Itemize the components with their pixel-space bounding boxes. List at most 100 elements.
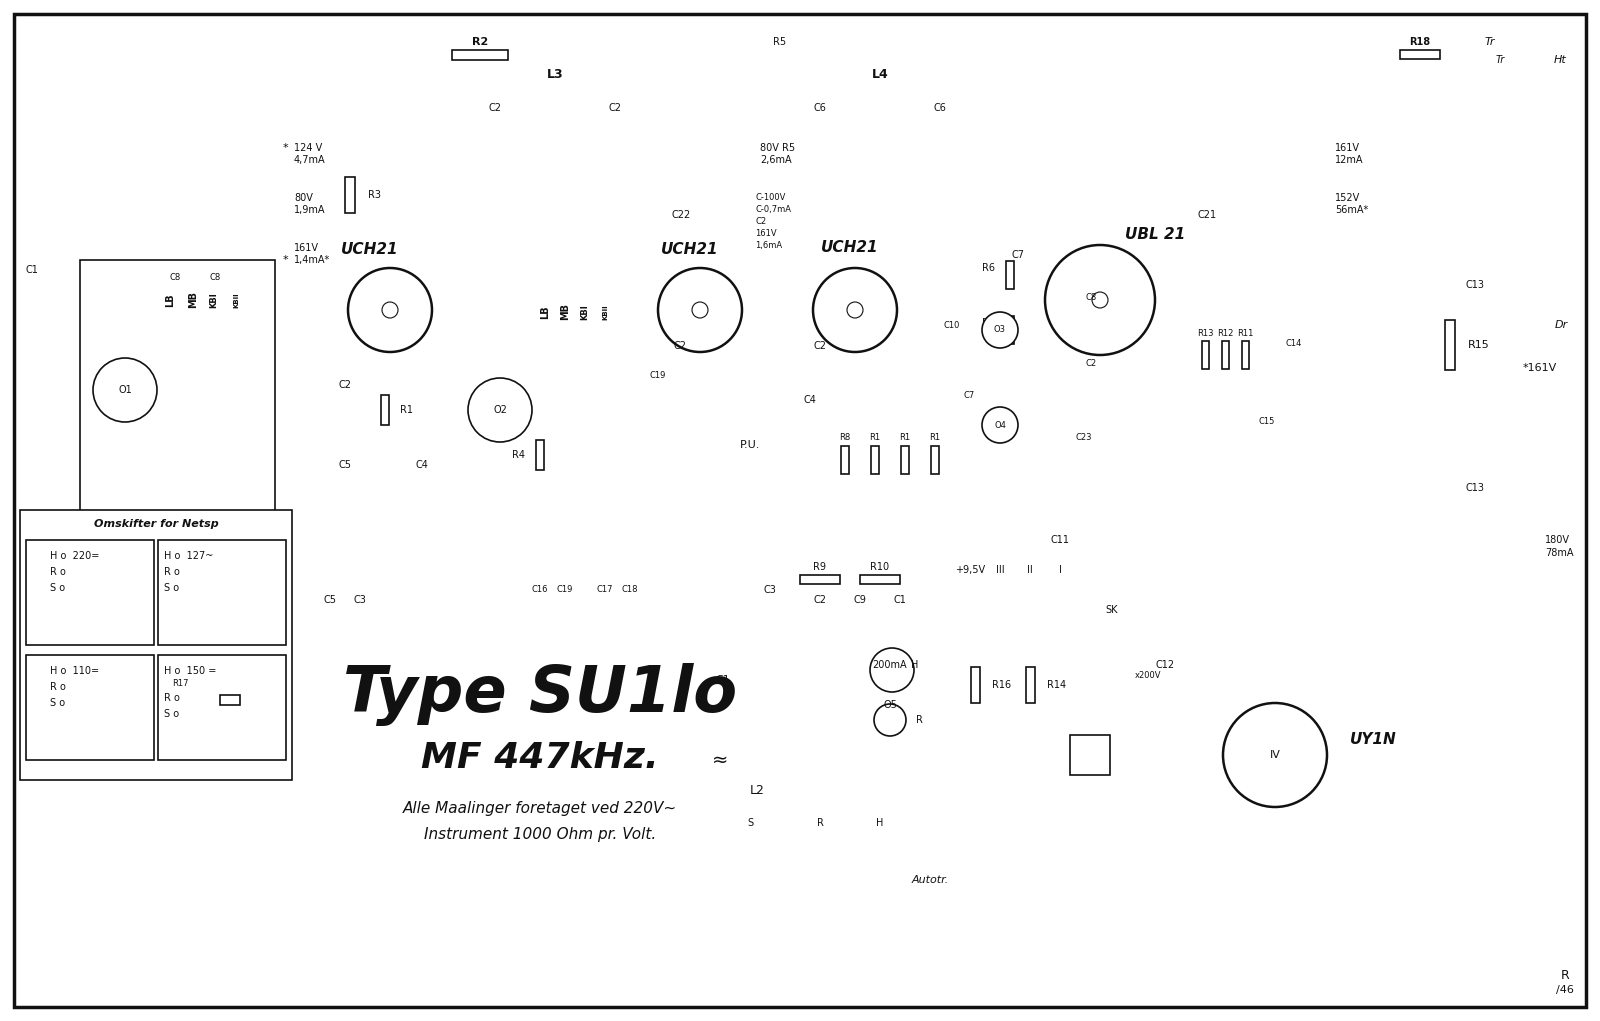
Text: R: R [915,715,923,725]
Circle shape [282,617,288,624]
Bar [1202,341,1208,369]
Text: C16: C16 [531,585,549,594]
Text: 1,4mA*: 1,4mA* [294,255,330,265]
Text: MF 447kHz.: MF 447kHz. [421,741,659,775]
Text: O3: O3 [994,326,1006,335]
Text: C7: C7 [963,390,974,399]
Text: C-0,7mA: C-0,7mA [755,205,790,214]
Text: C12: C12 [1155,660,1174,670]
Text: LB: LB [165,293,174,307]
Text: 1,9mA: 1,9mA [294,205,325,215]
Text: UCH21: UCH21 [341,243,398,257]
Bar [861,576,899,584]
Bar [1006,317,1014,344]
Circle shape [1267,51,1274,58]
Text: O1: O1 [118,385,131,395]
Bar [346,177,355,213]
Text: R9: R9 [813,562,827,572]
Text: L4: L4 [872,68,888,82]
Circle shape [472,51,478,58]
Text: C5: C5 [323,595,336,605]
Text: C19: C19 [197,566,213,575]
Text: C10: C10 [944,321,960,330]
Text: R17: R17 [173,679,189,687]
Text: SK: SK [1106,605,1117,615]
Bar [1006,261,1014,289]
Circle shape [797,51,803,58]
Circle shape [696,617,704,624]
Text: C15: C15 [1259,418,1275,427]
Text: H o  220=: H o 220= [50,551,99,561]
Text: ≈: ≈ [712,750,728,770]
Text: C2: C2 [1085,358,1096,368]
Text: C1: C1 [893,595,907,605]
Bar [1242,341,1248,369]
Text: C20: C20 [155,566,171,575]
Circle shape [347,256,354,263]
Circle shape [957,51,963,58]
Bar [221,695,240,704]
Text: C4: C4 [803,395,816,405]
Text: R: R [816,818,824,828]
Circle shape [1526,51,1533,58]
Text: P.U.: P.U. [739,440,760,450]
Circle shape [696,51,704,58]
Text: 200mA: 200mA [872,660,907,670]
Text: C2: C2 [813,595,827,605]
Text: MB: MB [189,292,198,308]
Text: Type SU1lo: Type SU1lo [342,664,738,727]
Text: H: H [912,660,918,670]
Text: L2: L2 [750,783,765,796]
Text: *161V: *161V [1523,363,1557,373]
Text: R1: R1 [400,405,413,415]
Text: C2: C2 [674,341,686,351]
Circle shape [982,312,1018,348]
Text: *: * [282,143,288,153]
Text: Omskifter for Netsp: Omskifter for Netsp [94,519,218,529]
Text: H o  127~: H o 127~ [165,551,213,561]
Text: O4: O4 [994,421,1006,430]
Circle shape [851,617,859,624]
Text: KBII: KBII [234,292,238,307]
Text: 80V: 80V [294,193,314,203]
Text: 152V: 152V [1334,193,1360,203]
Text: +9,5V: +9,5V [955,565,986,575]
Text: S o: S o [165,583,179,593]
Text: R: R [1560,969,1570,981]
Circle shape [856,51,864,58]
Circle shape [747,577,754,583]
Text: 80V R5: 80V R5 [760,143,795,153]
Circle shape [282,145,288,151]
Text: LB: LB [541,305,550,319]
Text: I: I [1059,565,1061,575]
Text: C19: C19 [178,566,194,575]
Text: R4: R4 [512,450,525,460]
Bar [80,260,275,540]
Bar [1400,50,1440,59]
Text: C13: C13 [1466,483,1485,493]
Text: KBII: KBII [602,304,608,320]
Text: S o: S o [50,698,66,708]
Circle shape [632,51,638,58]
Text: Tr: Tr [1485,37,1496,47]
Text: UBL 21: UBL 21 [1125,228,1186,243]
Bar [1445,320,1454,370]
Text: IV: IV [1269,750,1280,760]
Circle shape [282,51,288,58]
Text: C14: C14 [1285,339,1301,347]
Circle shape [1526,617,1533,624]
Text: L3: L3 [547,68,563,82]
Bar [1221,341,1229,369]
Circle shape [696,51,704,58]
Text: R7: R7 [982,318,995,328]
Text: R14: R14 [1046,680,1066,690]
Circle shape [93,358,157,422]
Text: 12mA: 12mA [1334,155,1363,165]
Text: Ht: Ht [1554,55,1566,65]
Text: C2: C2 [488,103,501,113]
Text: C17: C17 [597,585,613,594]
Text: R o: R o [165,567,179,577]
Circle shape [1037,51,1043,58]
Bar [381,395,389,425]
Text: R1: R1 [869,434,880,442]
